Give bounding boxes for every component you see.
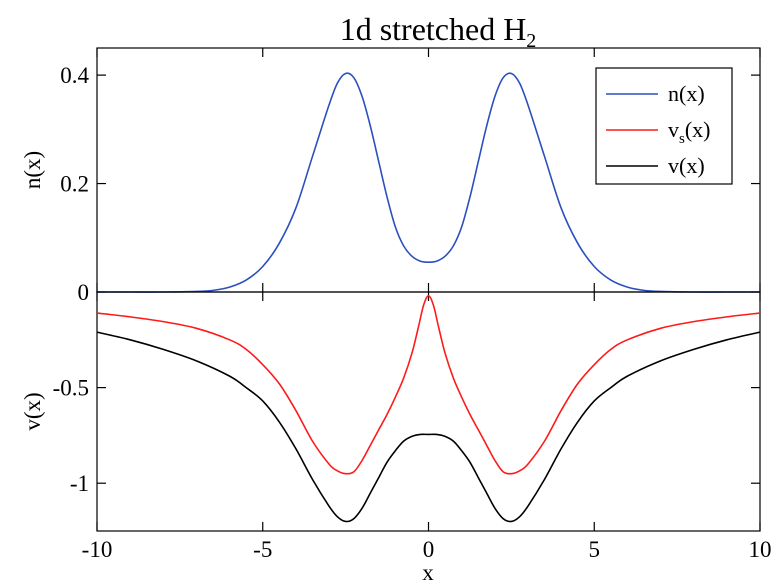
x-tick-label: -10 (82, 537, 113, 562)
series-line-v-x (96, 331, 761, 523)
y-axis-title: v(x) (20, 392, 45, 430)
y-tick-label: 0 (78, 280, 90, 305)
y-tick-label: 0.2 (60, 172, 89, 197)
legend: n(x) vs(x) v(x) (595, 67, 733, 185)
x-axis-title: x (422, 560, 434, 580)
legend-box (595, 67, 733, 185)
x-tick-label: 0 (423, 537, 435, 562)
legend-label: vs(x) (668, 117, 711, 147)
chart-title: 1d stretched H2 (340, 11, 537, 52)
y-tick-label: -0.5 (53, 376, 89, 401)
y-axis-title: n(x) (20, 151, 45, 189)
x-tick-label: 5 (589, 537, 601, 562)
x-tick-label: -5 (253, 537, 272, 562)
y-tick-label: 0.4 (60, 63, 89, 88)
legend-label: v(x) (668, 153, 705, 178)
x-tick-label: 10 (749, 537, 772, 562)
x-axis: -10 -5 0 5 10 (82, 537, 772, 562)
series-line-v-s-x (96, 295, 761, 475)
series-line-n-x (97, 72, 760, 293)
legend-label: n(x) (668, 81, 705, 106)
potential-panel: -1 -0.5 v(x) (20, 291, 761, 532)
y-tick-label: -1 (70, 471, 89, 496)
